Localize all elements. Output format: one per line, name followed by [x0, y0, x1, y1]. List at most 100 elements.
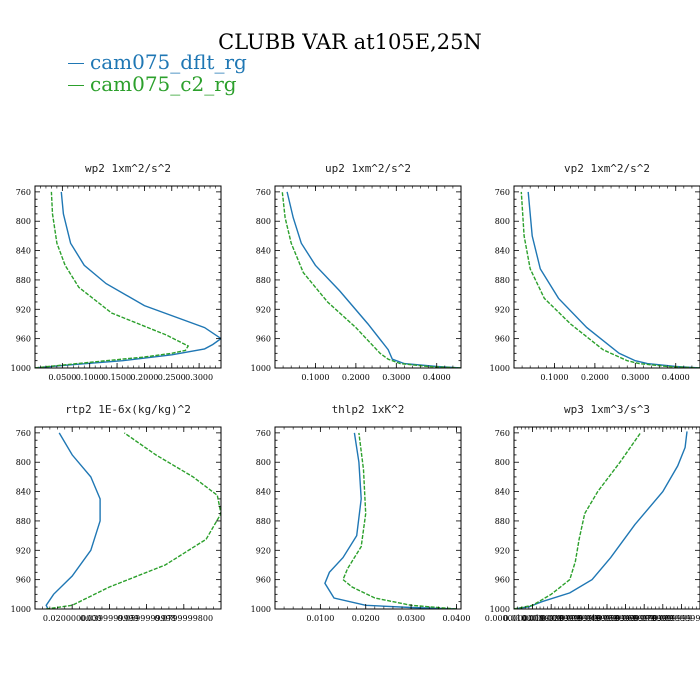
x-tick-label: 0.4000	[662, 373, 690, 382]
series-line-dflt	[286, 191, 461, 368]
panel-5: thlp2 1xK^2 760 800 840 880 920 960 1000 0.0100 0…	[251, 403, 471, 623]
panel-title: wp3 1xm^3/s^3	[564, 403, 650, 416]
x-tick-label: 0.0799999800	[155, 614, 214, 623]
legend-entry-c2: cam075_c2_rg	[68, 72, 237, 96]
y-tick-label: 960	[495, 576, 510, 585]
x-tick-label: 0.2500	[158, 373, 186, 382]
x-tick-label: 0.0899999999	[652, 614, 700, 623]
y-tick-label: 800	[256, 458, 271, 467]
y-tick-label: 800	[256, 217, 271, 226]
y-tick-label: 880	[256, 276, 271, 285]
x-tick-label: 0.1500	[103, 373, 131, 382]
panel-title: up2 1xm^2/s^2	[325, 162, 411, 175]
plot-frame	[34, 426, 222, 610]
x-tick-label: 0.0000000000	[485, 614, 544, 623]
legend-label: cam075_c2_rg	[90, 72, 237, 96]
y-tick-label: 880	[16, 276, 31, 285]
series-line-c2	[342, 432, 457, 609]
y-tick-label: 760	[256, 188, 271, 197]
y-tick-label: 800	[16, 217, 31, 226]
y-tick-label: 760	[495, 429, 510, 438]
y-tick-label: 1000	[251, 364, 271, 373]
y-tick-label: 920	[256, 305, 271, 314]
x-tick-label: 0.0100	[306, 614, 334, 623]
series-line-c2	[281, 191, 461, 368]
y-tick-label: 960	[495, 335, 510, 344]
x-tick-label: 0.4000	[423, 373, 451, 382]
figure-title: CLUBB VAR at105E,25N	[218, 30, 482, 54]
legend-label: cam075_dflt_rg	[90, 50, 247, 74]
y-tick-label: 960	[16, 335, 31, 344]
x-tick-label: 0.1000	[301, 373, 329, 382]
panel-6: wp3 1xm^3/s^3 760 800 840 880 920 960 10000.000…	[485, 403, 700, 623]
plot-frame	[274, 185, 462, 369]
y-tick-label: 1000	[11, 364, 31, 373]
x-tick-label: 0.3000	[621, 373, 649, 382]
y-tick-label: 800	[16, 458, 31, 467]
y-tick-label: 840	[16, 247, 31, 256]
series-line-dflt	[527, 191, 700, 368]
series-line-dflt	[324, 432, 457, 609]
y-tick-label: 840	[495, 488, 510, 497]
x-tick-label: 0.0300	[397, 614, 425, 623]
y-tick-label: 840	[256, 488, 271, 497]
y-tick-label: 920	[495, 546, 510, 555]
x-tick-label: 0.0499999999	[578, 614, 637, 623]
y-tick-label: 1000	[11, 605, 31, 614]
x-tick-label: 0.1000	[540, 373, 568, 382]
x-tick-label: 0.0500	[48, 373, 76, 382]
x-tick-label: 0.0699999999	[615, 614, 674, 623]
y-tick-label: 920	[16, 305, 31, 314]
x-tick-label: 0.0599999999	[596, 614, 655, 623]
y-tick-label: 920	[16, 546, 31, 555]
panel-2: up2 1xm^2/s^2 760 800 840 880 920 960 1000 0.100…	[251, 162, 462, 382]
y-tick-label: 760	[16, 188, 31, 197]
y-tick-label: 760	[495, 188, 510, 197]
x-tick-label: 0.0100000000	[503, 614, 562, 623]
plot-frame	[513, 185, 700, 369]
y-tick-label: 960	[256, 576, 271, 585]
x-tick-label: 0.1000	[76, 373, 104, 382]
panel-4: rtp2 1E-6x(kg/kg)^2 760 800 840 880 920 960 100…	[11, 403, 222, 623]
series-line-dflt	[45, 432, 101, 609]
y-tick-label: 1000	[490, 364, 510, 373]
y-tick-label: 840	[256, 247, 271, 256]
panel-1: wp2 1xm^2/s^2 760 800 840 880 920 960 1000 0.050…	[11, 162, 222, 382]
y-tick-label: 840	[16, 488, 31, 497]
x-tick-label: 0.0200000000	[43, 614, 102, 623]
y-tick-label: 760	[16, 429, 31, 438]
legend-line-icon	[68, 63, 84, 64]
x-tick-label: 0.3000	[382, 373, 410, 382]
x-tick-label: 0.0399999999	[80, 614, 139, 623]
y-tick-label: 800	[495, 217, 510, 226]
x-tick-label: 0.0199999999	[522, 614, 581, 623]
y-tick-label: 960	[16, 576, 31, 585]
y-tick-label: 880	[495, 276, 510, 285]
panel-3: vp2 1xm^2/s^2 760 800 840 880 920 960 1000 0.100…	[490, 162, 700, 382]
x-tick-label: 0.0200	[352, 614, 380, 623]
legend-entry-dflt: cam075_dflt_rg	[68, 50, 247, 74]
y-tick-label: 960	[256, 335, 271, 344]
panel-title: thlp2 1xK^2	[332, 403, 405, 416]
plot-frame	[513, 426, 700, 610]
x-tick-label: 0.2000	[130, 373, 158, 382]
y-tick-label: 880	[16, 517, 31, 526]
series-line-c2	[46, 432, 221, 609]
series-line-c2	[35, 191, 190, 368]
series-line-c2	[520, 191, 700, 368]
x-tick-label: 0.0400	[442, 614, 470, 623]
x-tick-label: 0.0399999999	[559, 614, 618, 623]
panel-title: vp2 1xm^2/s^2	[564, 162, 650, 175]
y-tick-label: 1000	[490, 605, 510, 614]
series-line-dflt	[514, 431, 688, 609]
legend-line-icon	[68, 85, 84, 86]
y-tick-label: 880	[495, 517, 510, 526]
y-tick-label: 760	[256, 429, 271, 438]
x-tick-label: 0.0799999999	[634, 614, 693, 623]
panel-title: rtp2 1E-6x(kg/kg)^2	[65, 403, 191, 416]
x-tick-label: 0.0299999999	[541, 614, 600, 623]
x-tick-label: 0.2000	[342, 373, 370, 382]
y-tick-label: 880	[256, 517, 271, 526]
y-tick-label: 800	[495, 458, 510, 467]
